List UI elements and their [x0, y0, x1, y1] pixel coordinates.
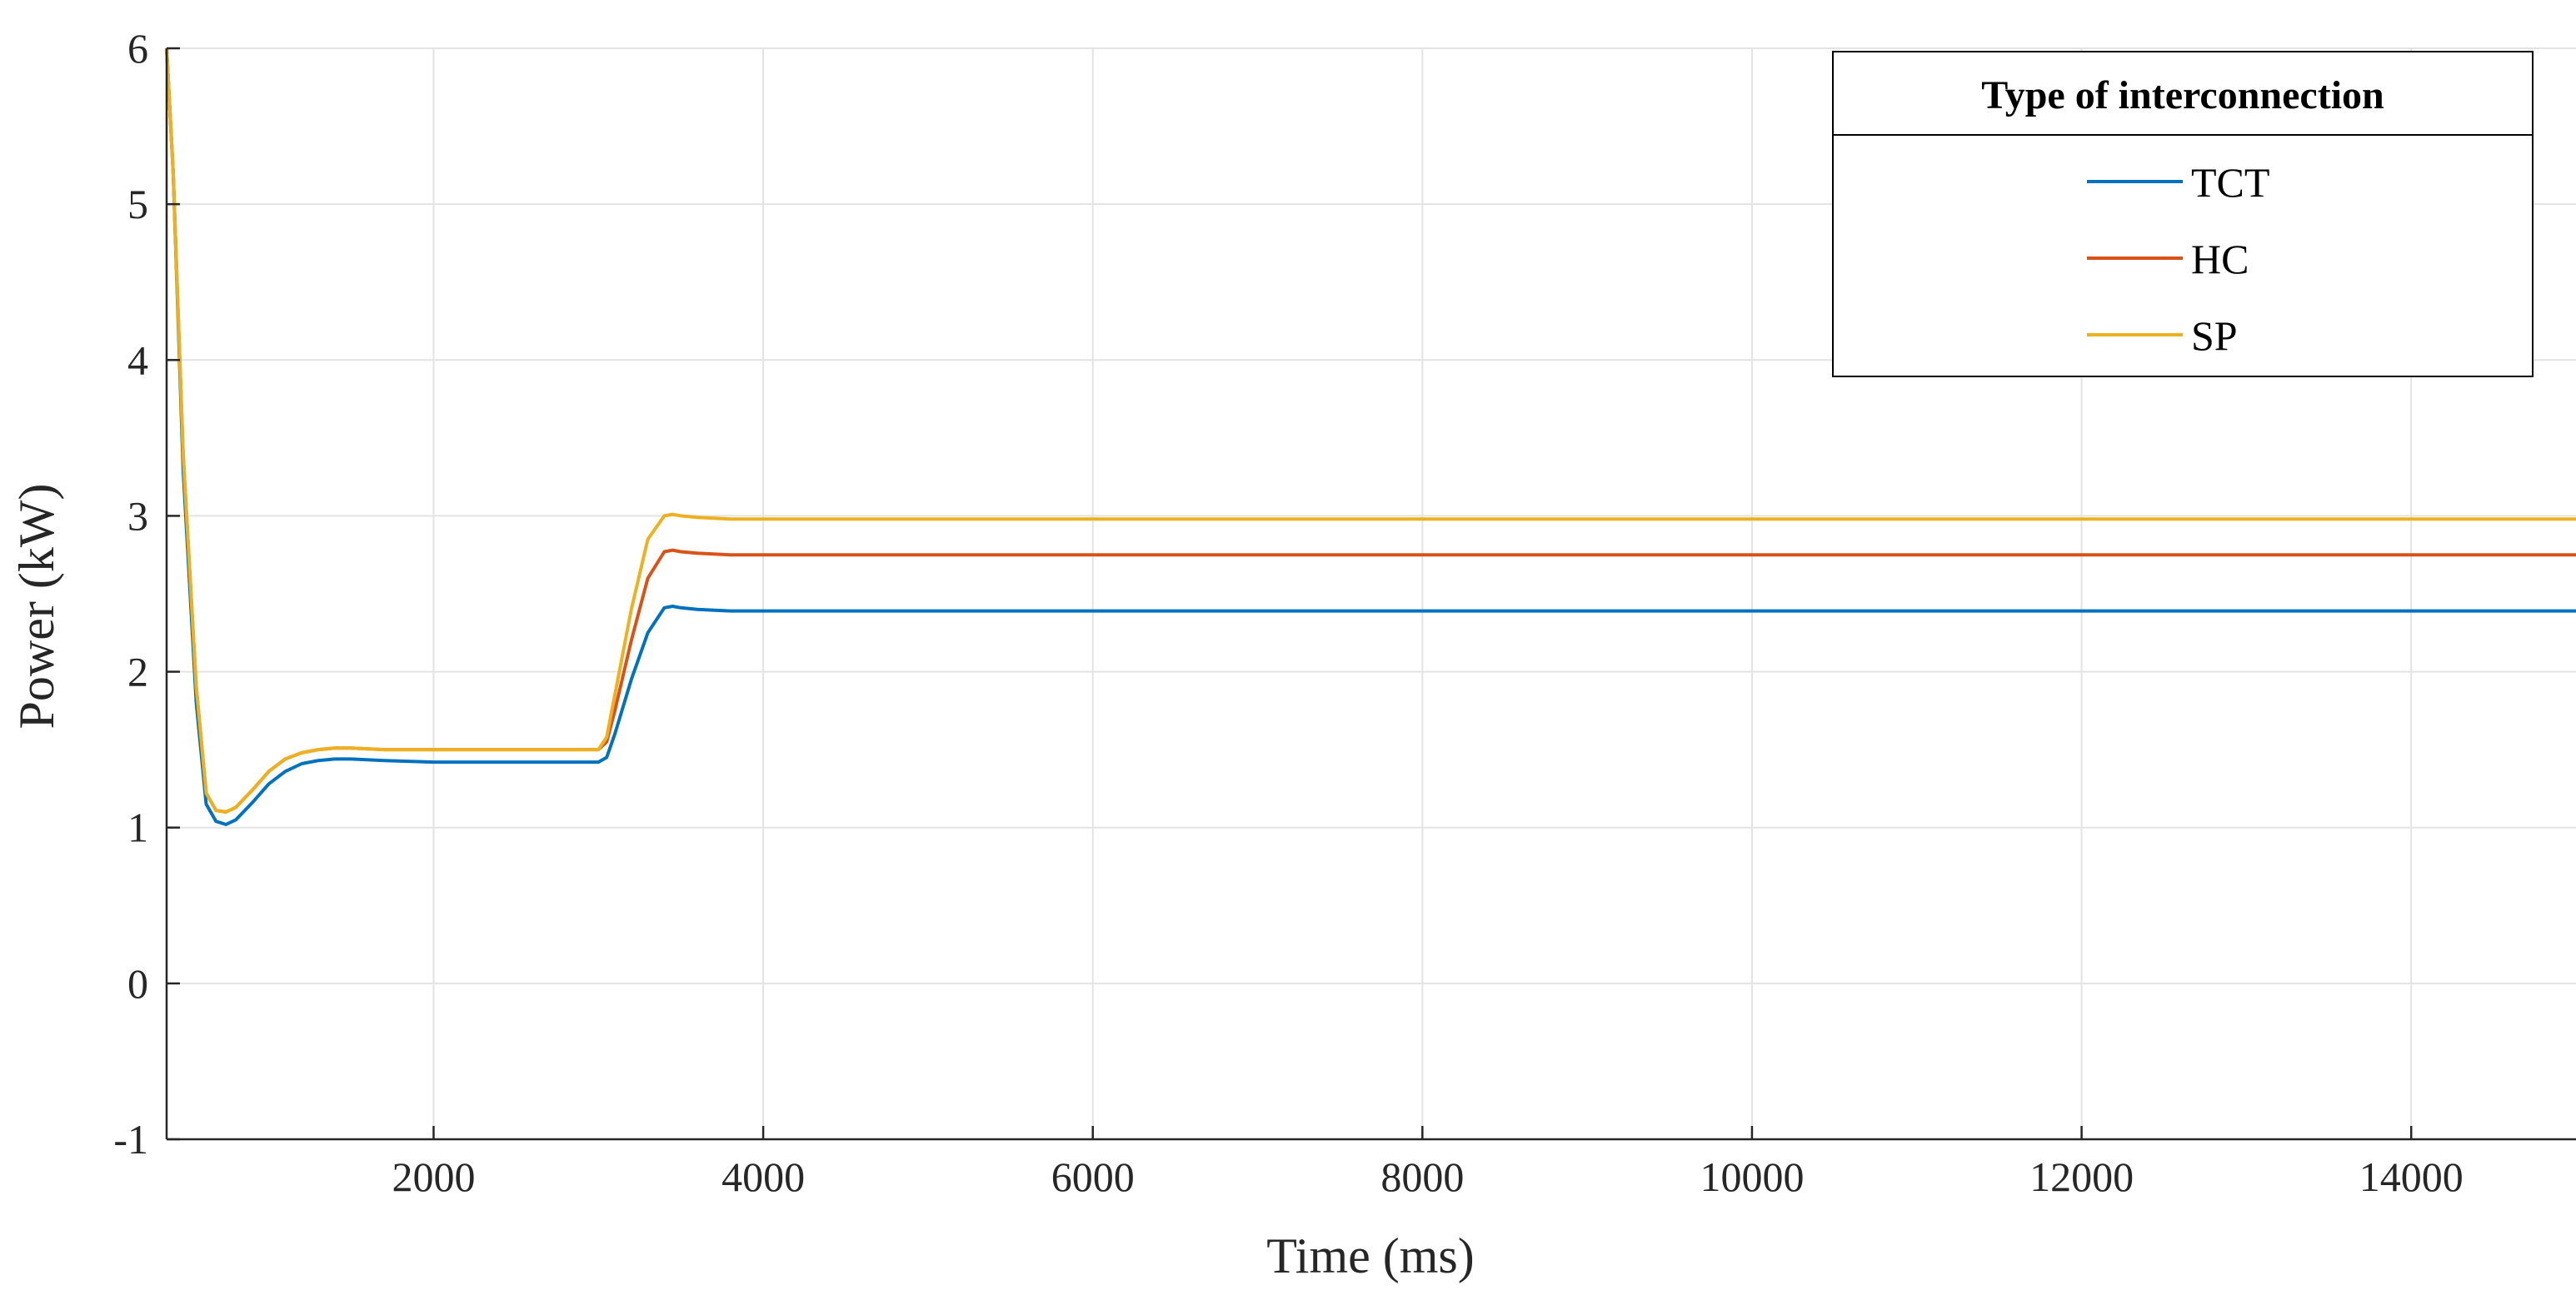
x-tick-label: 10000 [1700, 1153, 1804, 1200]
series-line-sp [165, 47, 2576, 814]
legend-label-sp: SP [2191, 312, 2238, 359]
y-tick-label: 0 [127, 960, 148, 1007]
x-axis-title: Time (ms) [1266, 1228, 1475, 1283]
y-tick-label: -1 [113, 1116, 148, 1163]
legend-title: Type of interconnection [1981, 73, 2384, 117]
axes [165, 47, 2576, 1141]
x-tick-label: 12000 [2029, 1153, 2134, 1200]
y-tick-label: 4 [127, 336, 148, 383]
x-tick-label: 2000 [392, 1153, 475, 1200]
y-tick-label: 5 [127, 181, 148, 227]
x-tick-label: 4000 [721, 1153, 805, 1200]
tick-labels: 2000 4000 6000 8000 10000 12000 14000 -1 0 1 2 3 4 5 6 [113, 25, 2463, 1200]
legend-label-hc: HC [2191, 236, 2249, 282]
y-tick-label: 3 [127, 492, 148, 539]
x-tick-label: 14000 [2359, 1153, 2464, 1200]
y-tick-label: 2 [127, 649, 148, 695]
legend-items: TCT HC SP [2087, 159, 2269, 359]
x-tick-label: 8000 [1380, 1153, 1464, 1200]
y-tick-label: 1 [127, 804, 148, 851]
y-axis-title: Power (kW) [9, 484, 64, 730]
legend: Type of interconnection TCT HC SP [1832, 51, 2534, 377]
legend-box [1832, 51, 2534, 377]
plot-lines [165, 47, 2576, 826]
series-line-tct [165, 47, 2576, 826]
x-tick-label: 6000 [1051, 1153, 1135, 1200]
legend-label-tct: TCT [2191, 159, 2269, 206]
y-tick-label: 6 [127, 25, 148, 72]
